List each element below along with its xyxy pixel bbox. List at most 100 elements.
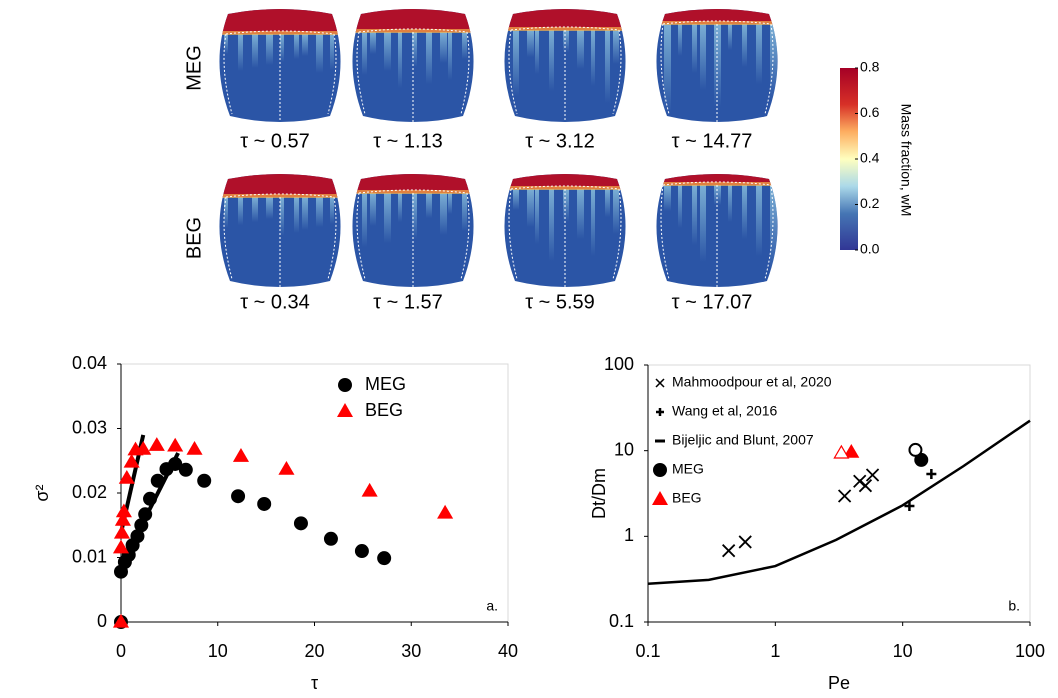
legend-marker: [656, 408, 664, 416]
caption: τ ~ 0.34: [240, 291, 310, 313]
point: [232, 448, 250, 462]
x-tick-label: 10: [208, 641, 228, 661]
streak: [513, 30, 519, 96]
point: [354, 544, 369, 559]
streak: [549, 30, 554, 91]
streak: [398, 32, 402, 88]
legend-marker: [338, 378, 352, 392]
colorbar-tick-label: 0.6: [860, 104, 880, 120]
legend-marker: [337, 403, 353, 417]
colorbar-tick-label: 0.4: [860, 150, 880, 166]
panel-label: a.: [486, 598, 498, 614]
streak: [426, 193, 432, 218]
band-edge: [504, 27, 626, 31]
streak: [362, 32, 367, 75]
point: [148, 437, 165, 451]
point: [914, 452, 929, 467]
red-band: [504, 174, 626, 189]
line: [647, 419, 1031, 585]
map-image: [504, 9, 626, 122]
point: [231, 489, 246, 504]
y-tick-label: 100: [604, 354, 634, 374]
point: [115, 503, 132, 518]
dashed-outline: [223, 193, 337, 287]
point: [135, 440, 152, 455]
point: [904, 500, 915, 511]
caption: τ ~ 1.57: [373, 291, 443, 313]
streak: [692, 24, 697, 73]
dashed-outline: [356, 28, 470, 122]
caption: τ ~ 0.57: [240, 130, 310, 152]
x-tick-label: 0.1: [635, 641, 660, 661]
streak: [412, 193, 417, 239]
point: [293, 516, 308, 531]
x-tick-label: 40: [498, 641, 518, 661]
streak: [728, 24, 732, 50]
legend-marker: [653, 463, 667, 477]
colorbar-tick-label: 0.2: [860, 195, 880, 211]
streak: [613, 30, 619, 64]
streak: [362, 193, 367, 247]
map-image: [656, 174, 778, 287]
streak: [384, 193, 391, 243]
streak: [664, 185, 671, 211]
point: [926, 468, 937, 479]
streak: [448, 32, 452, 80]
point: [168, 456, 183, 471]
streak: [370, 193, 376, 226]
streak: [756, 185, 762, 256]
streak: [577, 189, 584, 239]
legend-label: Bijeljic and Blunt, 2007: [672, 432, 814, 448]
point: [323, 531, 338, 546]
x-axis-label: τ: [311, 673, 318, 693]
point: [722, 544, 736, 558]
caption: τ ~ 3.12: [525, 130, 595, 152]
legend-label: Mahmoodpour et al, 2020: [672, 374, 832, 390]
colorbar-tick-label: 0.0: [860, 241, 880, 257]
map-image: [656, 9, 778, 122]
streak: [462, 193, 467, 231]
colorbar: [840, 68, 858, 250]
point: [377, 551, 392, 566]
x-tick-label: 1: [770, 641, 780, 661]
streak: [448, 193, 452, 214]
band-edge: [352, 190, 474, 194]
legend-label: BEG: [672, 490, 702, 506]
red-band: [219, 9, 341, 34]
point: [112, 539, 130, 554]
x-tick-label: 0: [116, 641, 126, 661]
streak: [330, 197, 334, 224]
point: [437, 504, 454, 519]
legend-label: BEG: [365, 400, 403, 420]
x-tick-label: 20: [304, 641, 324, 661]
dashed-outline: [508, 185, 622, 287]
streak: [412, 32, 417, 67]
colorbar-tick-label: 0.8: [860, 59, 880, 75]
streak: [426, 32, 432, 84]
y-axis-label: Dt/Dm: [589, 468, 609, 519]
band-edge: [352, 29, 474, 33]
image-grid: [219, 9, 778, 287]
caption: τ ~ 5.59: [525, 291, 595, 313]
streak: [527, 30, 534, 57]
point: [257, 496, 272, 511]
dashed-outline: [508, 26, 622, 122]
map-image: [352, 174, 474, 287]
legend-marker: [652, 491, 668, 505]
streak: [398, 193, 402, 222]
streak: [527, 189, 534, 227]
point: [738, 535, 752, 549]
streak: [591, 30, 595, 86]
y-tick-label: 0.04: [72, 353, 107, 373]
y-tick-label: 10: [614, 439, 634, 459]
streak: [700, 24, 706, 90]
dashed-outline: [660, 20, 774, 122]
streak: [370, 32, 376, 54]
point: [837, 489, 852, 503]
streak: [563, 189, 569, 222]
plot-frame: [120, 363, 509, 623]
row-label: BEG: [183, 217, 205, 259]
band-edge: [504, 186, 626, 190]
red-band: [504, 9, 626, 30]
streak: [238, 34, 243, 71]
